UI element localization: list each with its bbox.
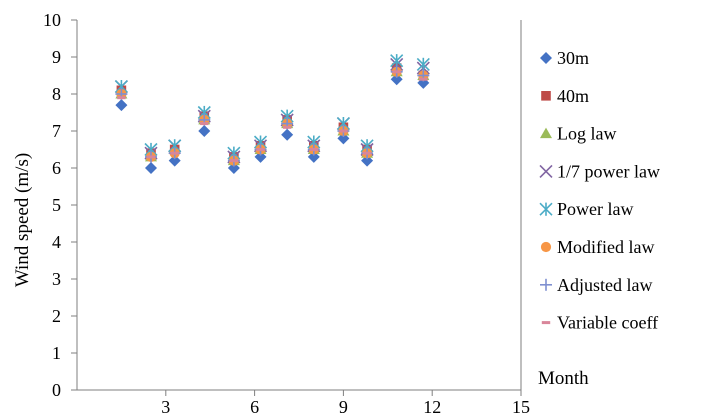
- y-tick-label: 2: [52, 306, 61, 326]
- legend-marker: [541, 91, 551, 101]
- legend-marker: [541, 321, 551, 325]
- x-tick-label: 12: [423, 397, 441, 417]
- legend-label: Variable coeff: [557, 313, 658, 333]
- y-tick-label: 8: [52, 84, 61, 104]
- data-point: [281, 128, 294, 141]
- x-tick-label: 15: [512, 397, 530, 417]
- legend-label: Modified law: [557, 237, 654, 257]
- data-point: [339, 129, 348, 133]
- data-point: [115, 99, 128, 112]
- data-point: [117, 96, 126, 100]
- data-point: [229, 159, 239, 163]
- legend-marker: [540, 278, 552, 291]
- data-point: [198, 125, 211, 137]
- data-markers: [114, 54, 430, 174]
- y-tick-label: 0: [52, 380, 61, 400]
- y-tick-label: 5: [52, 195, 61, 215]
- data-point: [168, 154, 181, 167]
- legend-label: 1/7 power law: [557, 161, 660, 181]
- data-point: [146, 155, 156, 159]
- legend: 30m 40m Log law 1/7 power law Power law Modif…: [539, 48, 660, 333]
- data-point: [392, 70, 401, 74]
- data-point: [282, 125, 292, 129]
- y-axis-title: Wind speed (m/s): [12, 153, 33, 287]
- legend-marker: [540, 241, 552, 253]
- legend-marker: [540, 127, 552, 139]
- x-tick-label: 6: [250, 397, 259, 417]
- y-tick-label: 3: [52, 269, 61, 289]
- legend-marker: [539, 202, 553, 216]
- x-axis-title: Month: [538, 368, 589, 389]
- data-point: [419, 77, 428, 81]
- y-tick-label: 10: [43, 10, 61, 30]
- data-point: [309, 148, 318, 151]
- data-point: [256, 148, 265, 151]
- legend-label: 30m: [557, 48, 589, 68]
- data-point: [200, 122, 209, 126]
- y-tick-label: 1: [52, 343, 61, 363]
- axes: [76, 20, 522, 391]
- legend-label: Adjusted law: [557, 275, 652, 295]
- data-point: [145, 162, 157, 174]
- legend-label: Log law: [557, 124, 616, 144]
- data-point: [416, 57, 430, 71]
- y-tick-label: 4: [52, 232, 61, 252]
- x-tick-labels: 3 6 9 12 15: [161, 390, 530, 417]
- data-point: [362, 151, 372, 155]
- x-tick-label: 9: [339, 397, 348, 417]
- y-tick-label: 9: [52, 47, 61, 67]
- legend-marker: [540, 52, 552, 64]
- y-tick-labels: 0 1 2 3 4 5 6 7 8 9 10: [43, 10, 77, 400]
- x-tick-label: 3: [161, 397, 170, 417]
- data-point: [390, 54, 404, 68]
- y-tick-label: 7: [52, 121, 61, 141]
- y-tick-label: 6: [52, 158, 61, 178]
- legend-label: Power law: [557, 199, 633, 219]
- legend-label: 40m: [557, 86, 589, 106]
- data-point: [170, 151, 179, 155]
- legend-marker: [539, 164, 553, 178]
